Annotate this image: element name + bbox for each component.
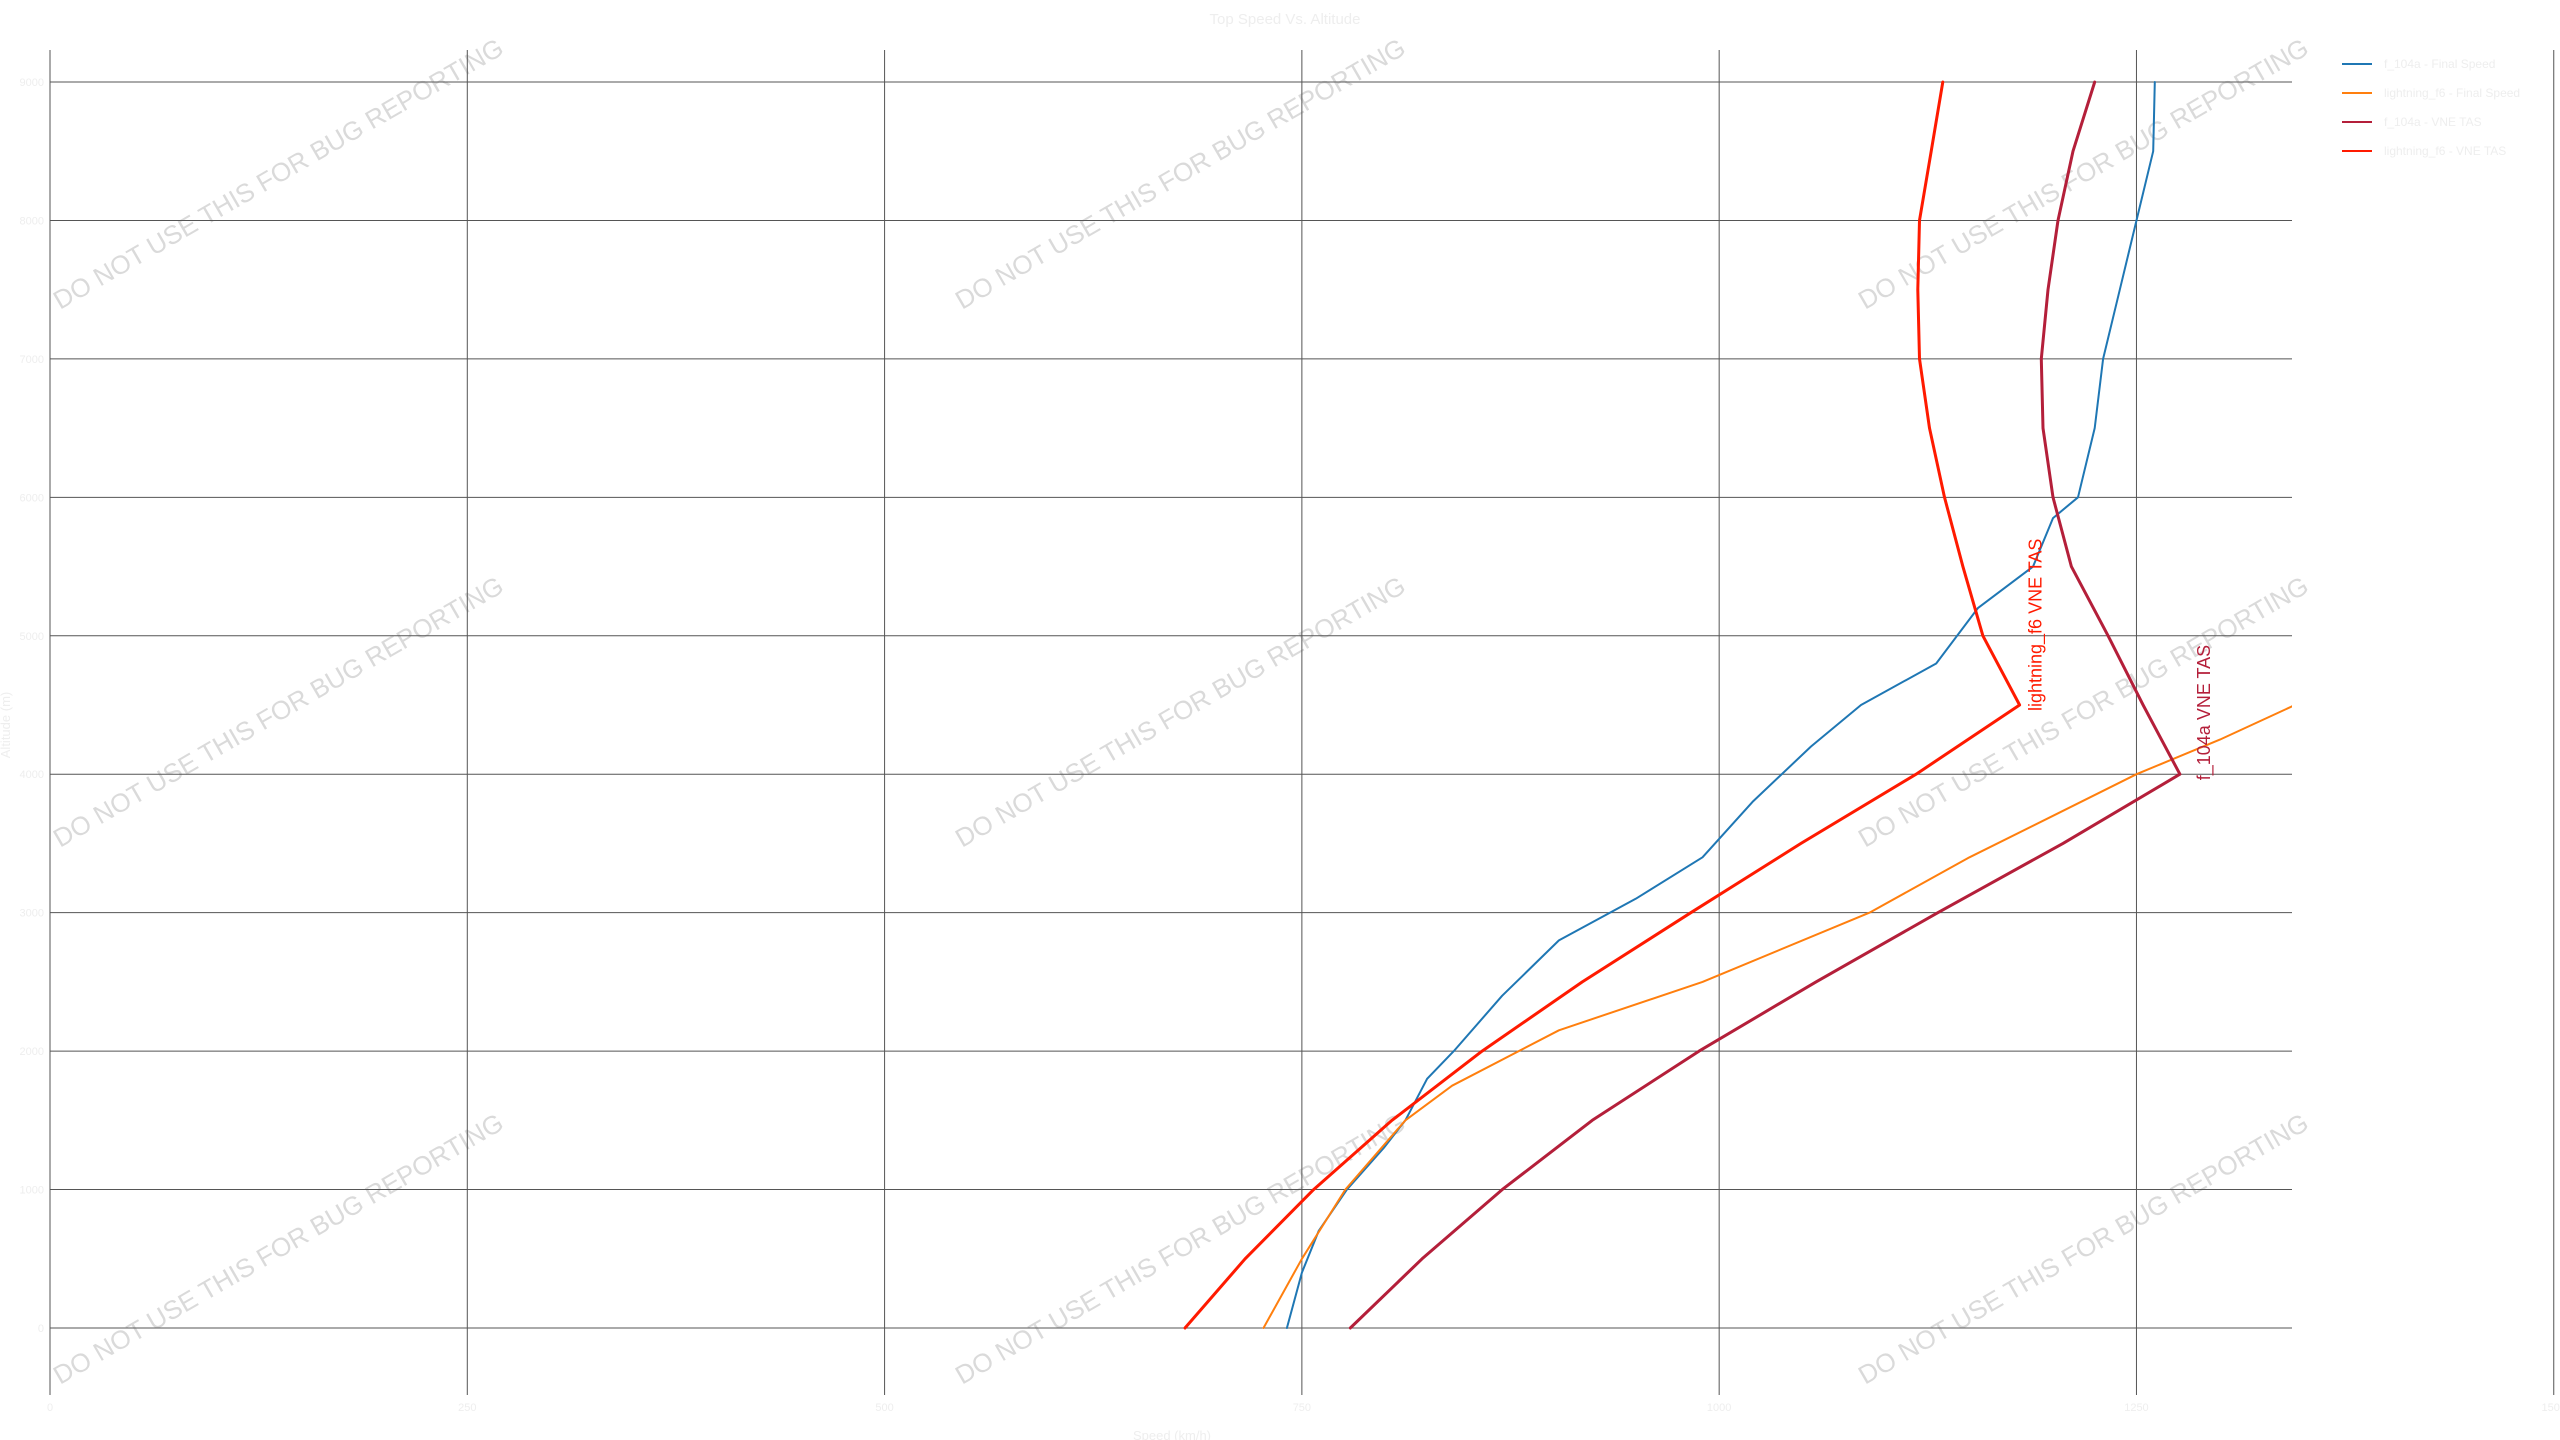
y-tick-label: 5000 — [20, 631, 44, 643]
x-tick-label: 0 — [47, 1402, 53, 1414]
watermark-text: DO NOT USE THIS FOR BUG REPORTING — [48, 1107, 508, 1390]
annotation-layer: lightning_f6 VNE TAS f_104a VNE TAS — [2026, 539, 2215, 781]
watermark-text: DO NOT USE THIS FOR BUG REPORTING — [1853, 32, 2313, 315]
watermark-text: DO NOT USE THIS FOR BUG REPORTING — [48, 570, 508, 853]
annotation-label: f_104a VNE TAS — [2194, 645, 2215, 780]
x-tick-label: 750 — [1293, 1402, 1311, 1414]
series-line-2 — [1348, 80, 2182, 1330]
y-tick-label: 1000 — [20, 1185, 44, 1197]
series-line-0 — [1285, 81, 2156, 1329]
y-tick-label: 7000 — [20, 354, 44, 366]
y-tick-label: 6000 — [20, 492, 44, 504]
series-lines — [1183, 80, 2292, 1330]
y-tick-label: 8000 — [20, 215, 44, 227]
y-tick-label: 3000 — [20, 908, 44, 920]
watermark-text: DO NOT USE THIS FOR BUG REPORTING — [950, 32, 1410, 315]
y-tick-label: 2000 — [20, 1046, 44, 1058]
x-tick-label: 500 — [875, 1402, 893, 1414]
y-tick-label: 4000 — [20, 769, 44, 781]
legend: f_104a - Final Speed lightning_f6 - Final… — [2342, 57, 2520, 158]
legend-label: f_104a - Final Speed — [2384, 57, 2495, 71]
watermark-layer: DO NOT USE THIS FOR BUG REPORTING DO NOT … — [48, 32, 2313, 1390]
watermark-text: DO NOT USE THIS FOR BUG REPORTING — [48, 32, 508, 315]
x-tick-label: 1000 — [1707, 1402, 1731, 1414]
grid-lines — [49, 50, 2555, 1395]
y-axis-label: Altitude (m) — [0, 692, 13, 758]
y-tick-label: 9000 — [20, 77, 44, 89]
watermark-text: DO NOT USE THIS FOR BUG REPORTING — [950, 570, 1410, 853]
watermark-text: DO NOT USE THIS FOR BUG REPORTING — [1853, 1107, 2313, 1390]
annotation-label: lightning_f6 VNE TAS — [2026, 539, 2047, 711]
y-tick-label: 0 — [38, 1323, 44, 1335]
series-line-3 — [1183, 80, 2022, 1330]
x-tick-label: 250 — [458, 1402, 476, 1414]
legend-label: lightning_f6 - Final Speed — [2384, 86, 2520, 100]
series-line-1 — [1262, 705, 2292, 1329]
watermark-text: DO NOT USE THIS FOR BUG REPORTING — [1853, 570, 2313, 853]
watermark-text: DO NOT USE THIS FOR BUG REPORTING — [950, 1107, 1410, 1390]
x-axis-label: Speed (km/h) — [1133, 1428, 1211, 1440]
chart-title: Top Speed Vs. Altitude — [1210, 11, 1361, 28]
legend-label: lightning_f6 - VNE TAS — [2384, 144, 2506, 158]
x-tick-label: 1250 — [2124, 1402, 2148, 1414]
legend-label: f_104a - VNE TAS — [2384, 115, 2482, 129]
